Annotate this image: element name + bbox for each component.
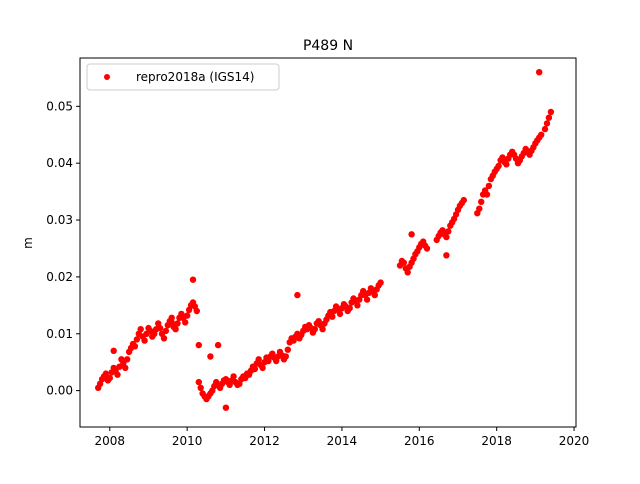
data-point [329,313,336,320]
data-point [445,228,452,235]
data-point [162,327,170,335]
legend-box [86,63,280,91]
data-point [408,231,415,238]
x-tick-label: 2020 [559,434,590,448]
data-point [195,341,202,349]
y-tick-label: 0.05 [46,99,73,113]
data-point [443,233,450,241]
x-axis: 2008 2010 2012 2014 2016 2018 2020 [95,427,590,448]
data-point [124,356,131,363]
data-point [346,305,353,312]
data-point [363,296,371,303]
data-point [319,326,326,333]
data-point [543,120,551,127]
x-tick-label: 2014 [327,434,358,448]
legend-label: repro2018a (IGS14) [136,70,254,84]
data-point [133,336,141,343]
data-point [400,259,407,266]
data-point [311,326,318,333]
data-point [110,347,117,354]
data-point [102,370,110,377]
y-tick-label: 0.04 [46,156,73,170]
data-point [137,326,144,333]
data-point [230,373,237,380]
data-point [160,335,168,342]
y-tick-label: 0.02 [46,270,73,284]
data-point [131,343,139,350]
x-tick-label: 2010 [172,434,203,448]
data-point [495,162,502,170]
data-point [184,312,191,319]
data-point [336,310,344,318]
data-point [294,291,301,299]
data-point [503,161,510,168]
data-point [114,371,121,378]
data-point [141,337,148,344]
y-axis-label: m [21,237,35,249]
data-point [483,191,491,198]
y-tick-label: 0.01 [46,327,73,341]
data-point [377,279,384,286]
x-tick-label: 2012 [249,434,280,448]
data-point [284,346,291,353]
data-point [189,276,197,283]
data-point [193,307,200,315]
data-point [207,353,214,360]
data-point [541,125,549,133]
data-point [443,252,450,259]
points-layer [95,69,555,411]
data-point [251,365,259,373]
x-tick-label: 2008 [95,434,126,448]
data-point [545,114,553,121]
plot-area-frame [79,57,577,428]
y-tick-label: 0.03 [46,213,73,227]
data-point [282,353,289,360]
y-axis: 0.00 0.01 0.02 0.03 0.04 0.05 [46,99,80,398]
data-point [172,326,179,333]
data-point [536,69,543,76]
data-point [182,319,189,326]
legend-marker [104,74,110,80]
legend: repro2018a (IGS14) [86,63,280,91]
data-point [371,291,378,299]
data-point [423,245,431,252]
data-point [168,314,175,321]
data-point [174,320,181,327]
data-point [106,374,114,382]
x-tick-label: 2018 [481,434,512,448]
data-point [222,404,230,411]
data-point [195,378,202,386]
data-point [538,131,545,138]
data-point [547,108,555,116]
data-point [478,198,485,205]
data-point [485,182,493,190]
data-point [259,364,266,372]
data-point [214,341,222,349]
x-tick-label: 2016 [404,434,435,448]
data-point [460,196,467,204]
data-point [255,356,262,363]
chart-title: P489 N [303,38,353,54]
data-point [404,269,411,276]
data-point [476,205,483,212]
data-point [354,302,361,309]
y-tick-label: 0.00 [46,384,73,398]
data-point [156,324,164,332]
data-point [122,364,129,372]
data-point [197,384,204,391]
